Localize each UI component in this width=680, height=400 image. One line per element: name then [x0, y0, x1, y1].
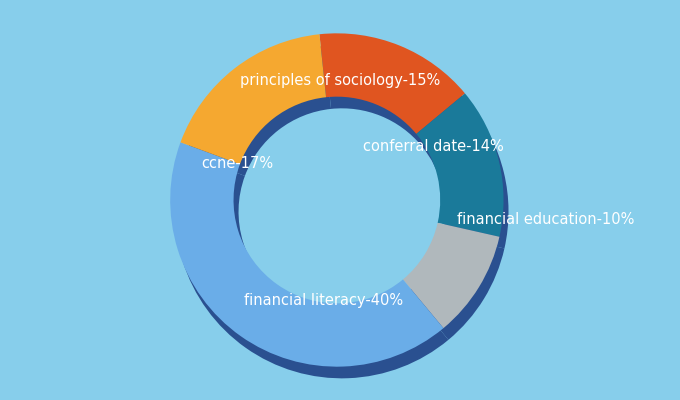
Wedge shape	[403, 223, 499, 328]
Wedge shape	[408, 234, 505, 340]
Wedge shape	[180, 34, 326, 164]
Wedge shape	[175, 154, 448, 378]
Wedge shape	[422, 105, 509, 248]
Wedge shape	[416, 94, 503, 237]
Text: ccne-17%: ccne-17%	[201, 156, 273, 171]
Text: conferral date-14%: conferral date-14%	[363, 139, 504, 154]
Text: financial literacy-40%: financial literacy-40%	[244, 292, 403, 308]
Text: principles of sociology-15%: principles of sociology-15%	[240, 72, 441, 88]
Wedge shape	[320, 33, 465, 134]
Wedge shape	[324, 45, 470, 146]
Wedge shape	[186, 46, 331, 176]
Text: financial education-10%: financial education-10%	[457, 212, 634, 228]
Wedge shape	[170, 142, 443, 367]
